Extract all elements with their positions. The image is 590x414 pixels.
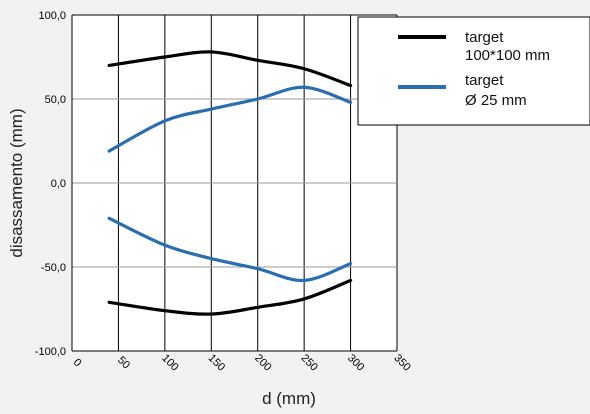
x-tick-label: 0 bbox=[71, 356, 84, 369]
legend-label-target-25-line1: target bbox=[465, 72, 504, 89]
legend-label-target-25-line2: Ø 25 mm bbox=[465, 92, 527, 109]
series-line-target_25-3 bbox=[107, 216, 353, 283]
x-tick-label: 350 bbox=[391, 352, 412, 373]
y-tick-label: 100,0 bbox=[38, 10, 66, 22]
series-line-target_100-0 bbox=[107, 50, 353, 88]
series-line-target_25-2 bbox=[107, 85, 353, 153]
y-tick-label: -50,0 bbox=[41, 262, 66, 274]
x-tick-label: 100 bbox=[159, 352, 180, 373]
x-tick-label: 150 bbox=[206, 352, 227, 373]
y-tick-label: 50,0 bbox=[45, 94, 66, 106]
y-tick-label: 0,0 bbox=[51, 178, 66, 190]
legend-label-target-100-line1: target bbox=[465, 29, 504, 46]
y-tick-label: -100,0 bbox=[35, 346, 66, 358]
x-tick-label: 250 bbox=[299, 352, 320, 373]
x-tick-label: 300 bbox=[345, 352, 366, 373]
y-axis-label: disassamento (mm) bbox=[7, 108, 26, 257]
x-tick-label: 200 bbox=[252, 352, 273, 373]
x-axis-label: d (mm) bbox=[262, 389, 316, 408]
legend-box bbox=[357, 16, 590, 126]
series-lines bbox=[107, 50, 353, 316]
series-line-target_100-1 bbox=[107, 278, 353, 316]
legend-label-target-100-line2: 100*100 mm bbox=[465, 47, 550, 64]
x-tick-label: 50 bbox=[115, 354, 132, 371]
legend: target 100*100 mm target Ø 25 mm bbox=[357, 16, 590, 126]
